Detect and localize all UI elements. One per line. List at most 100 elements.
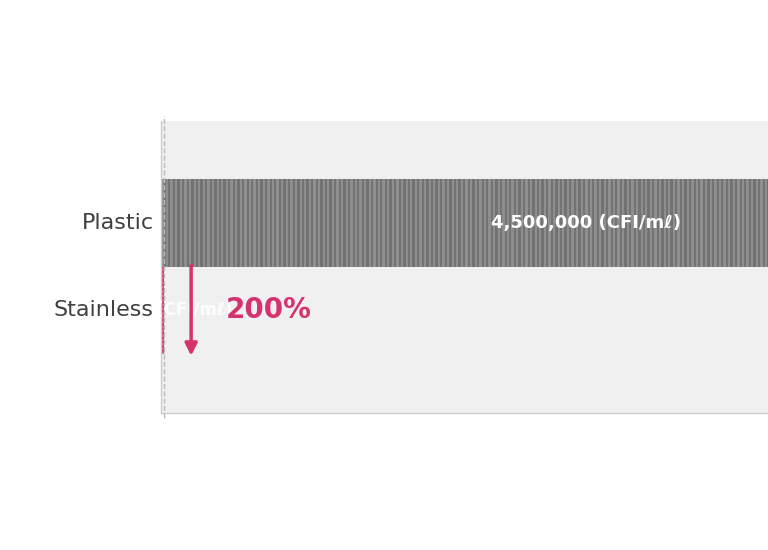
Bar	[258, 179, 260, 267]
Bar	[746, 179, 749, 267]
Bar	[452, 179, 454, 267]
Bar	[161, 179, 164, 267]
Bar	[470, 179, 472, 267]
Bar	[161, 317, 164, 319]
Bar	[530, 179, 532, 267]
Bar	[765, 179, 767, 267]
Bar	[378, 179, 380, 267]
Bar	[161, 290, 164, 293]
Bar	[654, 179, 657, 267]
Bar	[286, 179, 288, 267]
Text: 4,500,000 (CFI/mℓ): 4,500,000 (CFI/mℓ)	[491, 214, 681, 232]
Bar	[406, 179, 408, 267]
Bar	[161, 273, 164, 275]
Bar	[553, 179, 555, 267]
Bar	[733, 179, 735, 267]
Bar	[535, 179, 537, 267]
Bar	[318, 179, 320, 267]
FancyBboxPatch shape	[161, 121, 768, 412]
Bar	[548, 179, 551, 267]
Bar	[281, 179, 283, 267]
Bar	[244, 179, 247, 267]
Bar	[719, 179, 721, 267]
Bar	[161, 321, 164, 323]
Bar	[742, 179, 744, 267]
Bar	[456, 179, 458, 267]
Bar	[442, 179, 445, 267]
Bar	[336, 179, 339, 267]
Bar	[723, 179, 726, 267]
Bar	[240, 179, 242, 267]
Bar	[161, 179, 768, 267]
Bar	[161, 267, 164, 354]
Bar	[346, 179, 348, 267]
Bar	[493, 179, 495, 267]
Bar	[599, 179, 601, 267]
Bar	[161, 334, 164, 337]
Bar	[226, 179, 228, 267]
Bar	[691, 179, 694, 267]
Text: Stainless: Stainless	[54, 300, 154, 321]
Bar	[438, 179, 440, 267]
Bar	[203, 179, 205, 267]
Bar	[604, 179, 606, 267]
Bar	[668, 179, 670, 267]
Bar	[415, 179, 417, 267]
Bar	[613, 179, 615, 267]
Bar	[645, 179, 647, 267]
Bar	[230, 179, 233, 267]
Bar	[461, 179, 463, 267]
Bar	[728, 179, 730, 267]
Bar	[581, 179, 583, 267]
Bar	[327, 179, 329, 267]
Bar	[161, 312, 164, 315]
Bar	[567, 179, 569, 267]
Bar	[465, 179, 468, 267]
Text: 22,000(CFI/mℓ): 22,000(CFI/mℓ)	[93, 301, 233, 320]
Bar	[682, 179, 684, 267]
Bar	[161, 339, 164, 341]
Bar	[263, 179, 265, 267]
Bar	[304, 179, 306, 267]
Bar	[267, 179, 270, 267]
Bar	[479, 179, 482, 267]
Bar	[576, 179, 578, 267]
Bar	[161, 330, 164, 332]
Bar	[221, 179, 223, 267]
Bar	[161, 282, 164, 284]
Bar	[295, 179, 297, 267]
Bar	[700, 179, 703, 267]
Bar	[392, 179, 394, 267]
Bar	[364, 179, 366, 267]
Bar	[359, 179, 362, 267]
Bar	[539, 179, 541, 267]
Bar	[369, 179, 371, 267]
Bar	[484, 179, 486, 267]
Bar	[382, 179, 385, 267]
Bar	[544, 179, 546, 267]
Bar	[212, 179, 214, 267]
Bar	[170, 179, 173, 267]
Bar	[161, 295, 164, 297]
Bar	[161, 308, 164, 310]
Bar	[387, 179, 389, 267]
Bar	[410, 179, 412, 267]
Bar	[521, 179, 523, 267]
Bar	[502, 179, 505, 267]
Bar	[627, 179, 629, 267]
Bar	[608, 179, 611, 267]
Bar	[175, 179, 177, 267]
Bar	[217, 179, 219, 267]
Bar	[475, 179, 477, 267]
Bar	[641, 179, 643, 267]
Bar	[373, 179, 376, 267]
Bar	[300, 179, 302, 267]
Bar	[664, 179, 666, 267]
Bar	[161, 326, 164, 328]
Bar	[184, 179, 187, 267]
Bar	[429, 179, 431, 267]
Bar	[161, 304, 164, 306]
Bar	[189, 179, 191, 267]
Bar	[511, 179, 514, 267]
Bar	[419, 179, 422, 267]
